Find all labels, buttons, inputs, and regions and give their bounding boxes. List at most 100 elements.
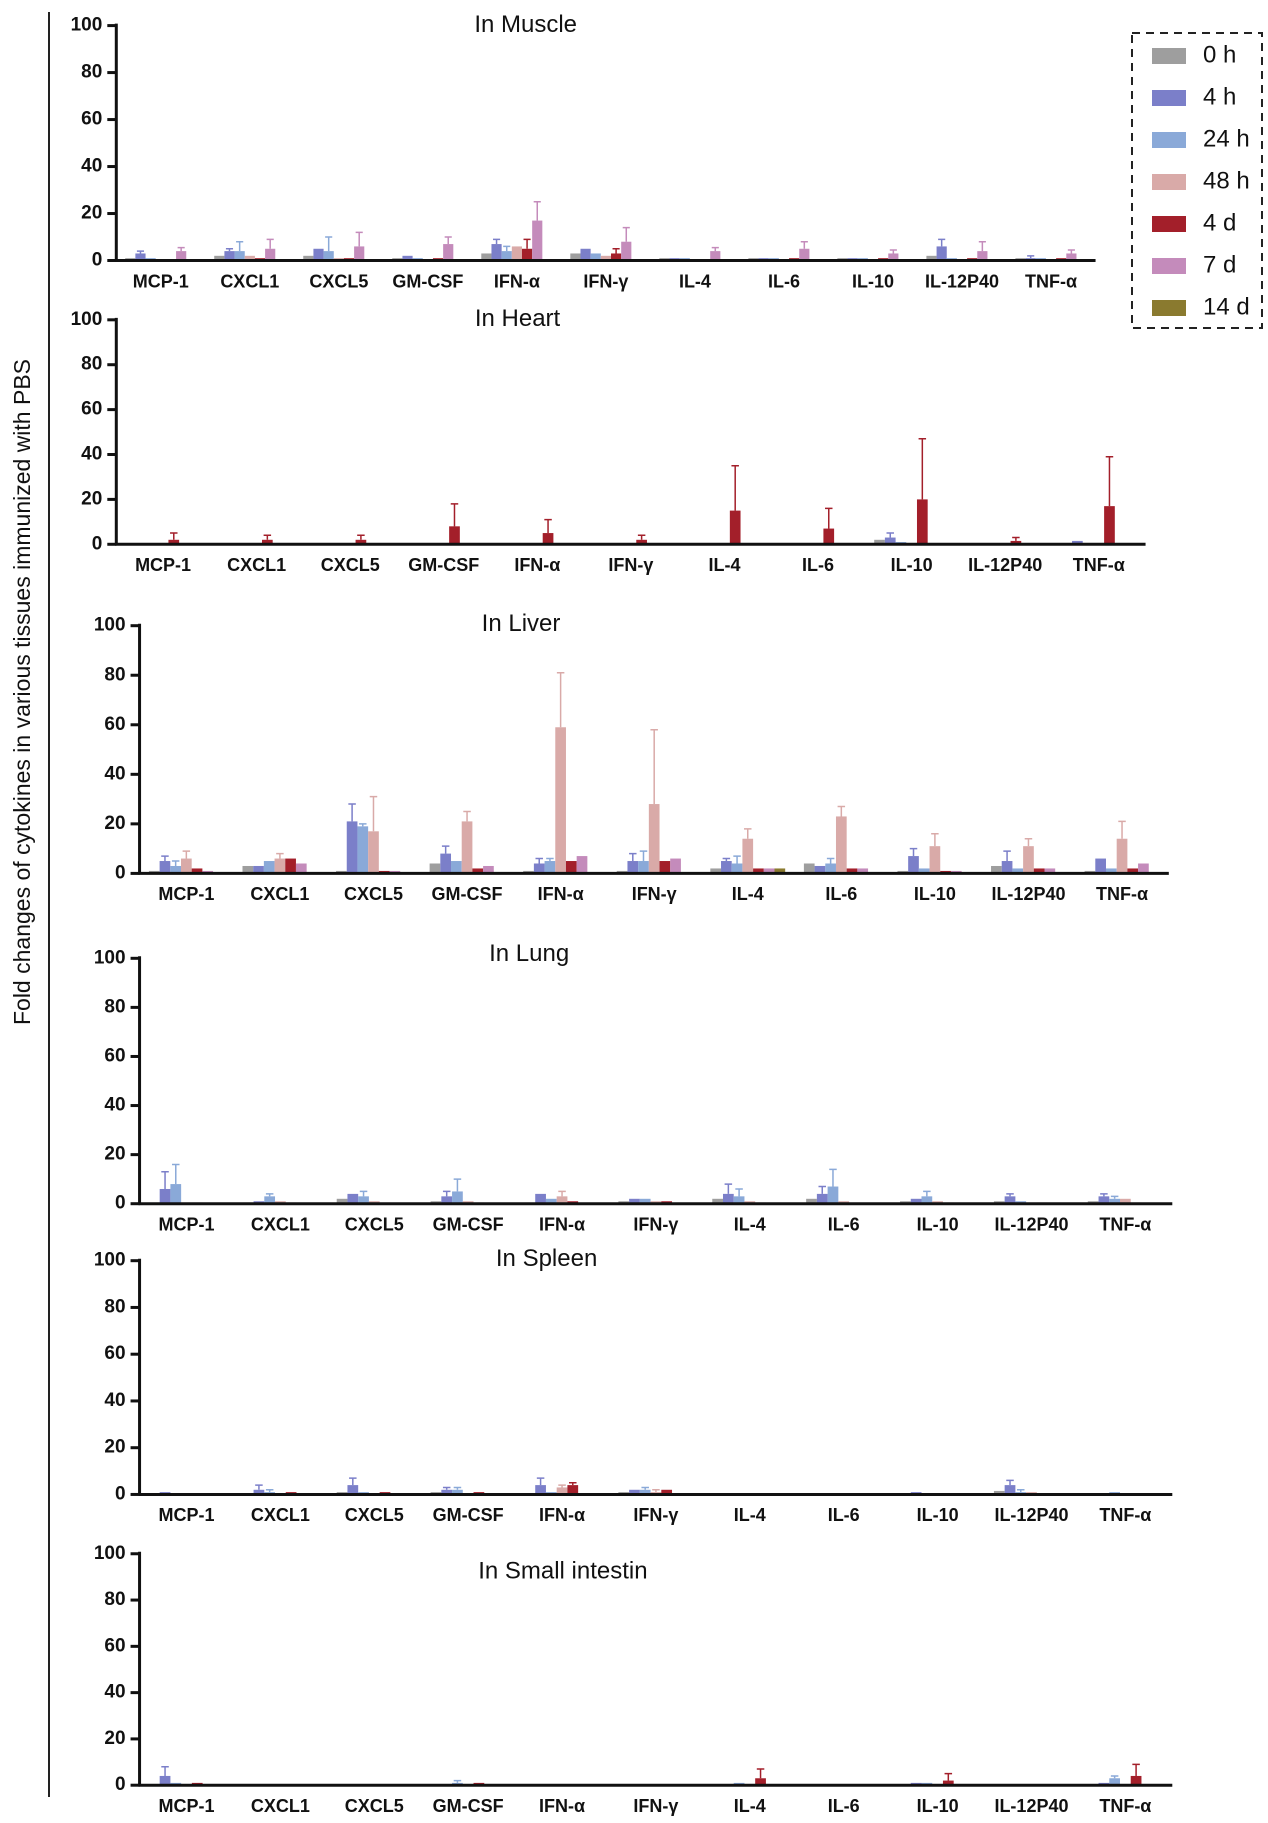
- error-bar: [1067, 249, 1075, 254]
- y-tick-label: 60: [81, 399, 102, 420]
- error-bar: [826, 857, 835, 864]
- error-bar: [569, 1482, 577, 1486]
- bar: [1012, 868, 1024, 874]
- y-tick-label: 100: [94, 1250, 126, 1271]
- bar: [451, 861, 462, 874]
- bar: [1116, 838, 1128, 874]
- error-bar: [1012, 536, 1020, 541]
- x-tick-label: IFN-α: [494, 271, 540, 291]
- x-tick-label: CXCL5: [344, 884, 403, 904]
- bar: [835, 816, 847, 874]
- error-bar: [837, 805, 846, 817]
- bar: [295, 863, 307, 874]
- bar: [544, 861, 556, 874]
- error-bar: [944, 1772, 953, 1781]
- bar: [285, 858, 296, 874]
- x-tick-label: CXCL1: [251, 1214, 310, 1234]
- bar: [170, 1184, 182, 1204]
- bar: [1109, 1198, 1120, 1204]
- bar: [491, 244, 502, 261]
- x-tick-label: CXCL5: [345, 1505, 404, 1525]
- error-bar: [641, 1486, 649, 1490]
- y-tick-label: 20: [81, 203, 102, 224]
- chart-title: In Spleen: [496, 1245, 597, 1272]
- bar: [942, 1780, 954, 1786]
- x-tick-label: IL-12P40: [994, 1796, 1068, 1816]
- bar: [888, 253, 899, 261]
- bar: [461, 821, 473, 874]
- bar: [936, 246, 947, 261]
- error-bar: [886, 532, 894, 538]
- bar: [926, 255, 937, 261]
- error-bar: [652, 1489, 660, 1493]
- x-tick-label: CXCL5: [321, 555, 380, 575]
- bar: [710, 868, 722, 874]
- bar: [659, 861, 671, 874]
- bar: [1119, 1198, 1131, 1204]
- bar: [857, 868, 869, 874]
- bar: [323, 251, 334, 261]
- x-tick-label: CXCL5: [345, 1214, 404, 1234]
- bar: [1109, 1778, 1120, 1786]
- bar: [806, 1198, 817, 1204]
- legend-swatch: [1152, 174, 1186, 190]
- error-bar: [453, 1178, 462, 1192]
- bar: [929, 846, 941, 874]
- x-tick-label: IL-4: [734, 1214, 766, 1234]
- x-tick-label: IFN-γ: [633, 1796, 678, 1816]
- x-tick-label: IL-4: [679, 271, 711, 291]
- error-bar: [359, 1190, 368, 1197]
- x-tick-label: MCP-1: [158, 884, 214, 904]
- bar: [1001, 861, 1013, 874]
- y-tick-label: 80: [104, 996, 125, 1017]
- error-bar: [369, 795, 378, 832]
- x-tick-label: MCP-1: [135, 555, 191, 575]
- bar: [1138, 863, 1149, 874]
- x-tick-label: IL-12P40: [968, 555, 1042, 575]
- y-tick-label: 60: [104, 1635, 125, 1656]
- x-tick-label: IFN-γ: [632, 884, 677, 904]
- y-tick-label: 20: [104, 813, 125, 834]
- bar: [180, 858, 192, 874]
- bar: [368, 831, 379, 874]
- bar: [452, 1191, 463, 1204]
- error-bar: [923, 1190, 931, 1197]
- bar: [823, 528, 835, 545]
- bar: [1004, 1485, 1016, 1495]
- error-bar: [355, 231, 363, 247]
- bar: [159, 1188, 171, 1204]
- y-tick-label: 0: [115, 1774, 126, 1795]
- x-tick-label: IL-10: [917, 1796, 959, 1816]
- bar: [712, 1198, 723, 1204]
- error-bar: [818, 1185, 826, 1194]
- bar: [313, 248, 324, 261]
- error-bar: [225, 248, 234, 252]
- legend-label: 4 d: [1203, 209, 1236, 236]
- x-tick-label: GM-CSF: [433, 1505, 504, 1525]
- x-tick-label: CXCL1: [250, 884, 309, 904]
- x-tick-label: IL-12P40: [994, 1505, 1068, 1525]
- y-tick-label: 20: [104, 1437, 125, 1458]
- bar: [918, 868, 930, 874]
- bar: [753, 868, 764, 874]
- bar: [449, 526, 460, 545]
- x-tick-label: IFN-α: [539, 1214, 585, 1234]
- error-bar: [1027, 255, 1035, 259]
- bar: [452, 1489, 463, 1495]
- error-bar: [453, 1486, 462, 1490]
- error-bar: [276, 852, 284, 859]
- error-bar: [453, 1779, 462, 1783]
- error-bar: [172, 1163, 180, 1185]
- bar: [347, 1485, 359, 1495]
- bar: [532, 220, 543, 261]
- bar: [1044, 868, 1056, 874]
- bar: [535, 1485, 546, 1495]
- error-bar: [612, 248, 620, 254]
- x-tick-label: MCP-1: [158, 1214, 214, 1234]
- x-tick-label: IL-12P40: [925, 271, 999, 291]
- bar: [556, 1196, 568, 1204]
- chart-title: In Lung: [489, 940, 569, 967]
- error-bar: [544, 518, 552, 534]
- bar: [542, 533, 554, 545]
- bar: [636, 539, 647, 545]
